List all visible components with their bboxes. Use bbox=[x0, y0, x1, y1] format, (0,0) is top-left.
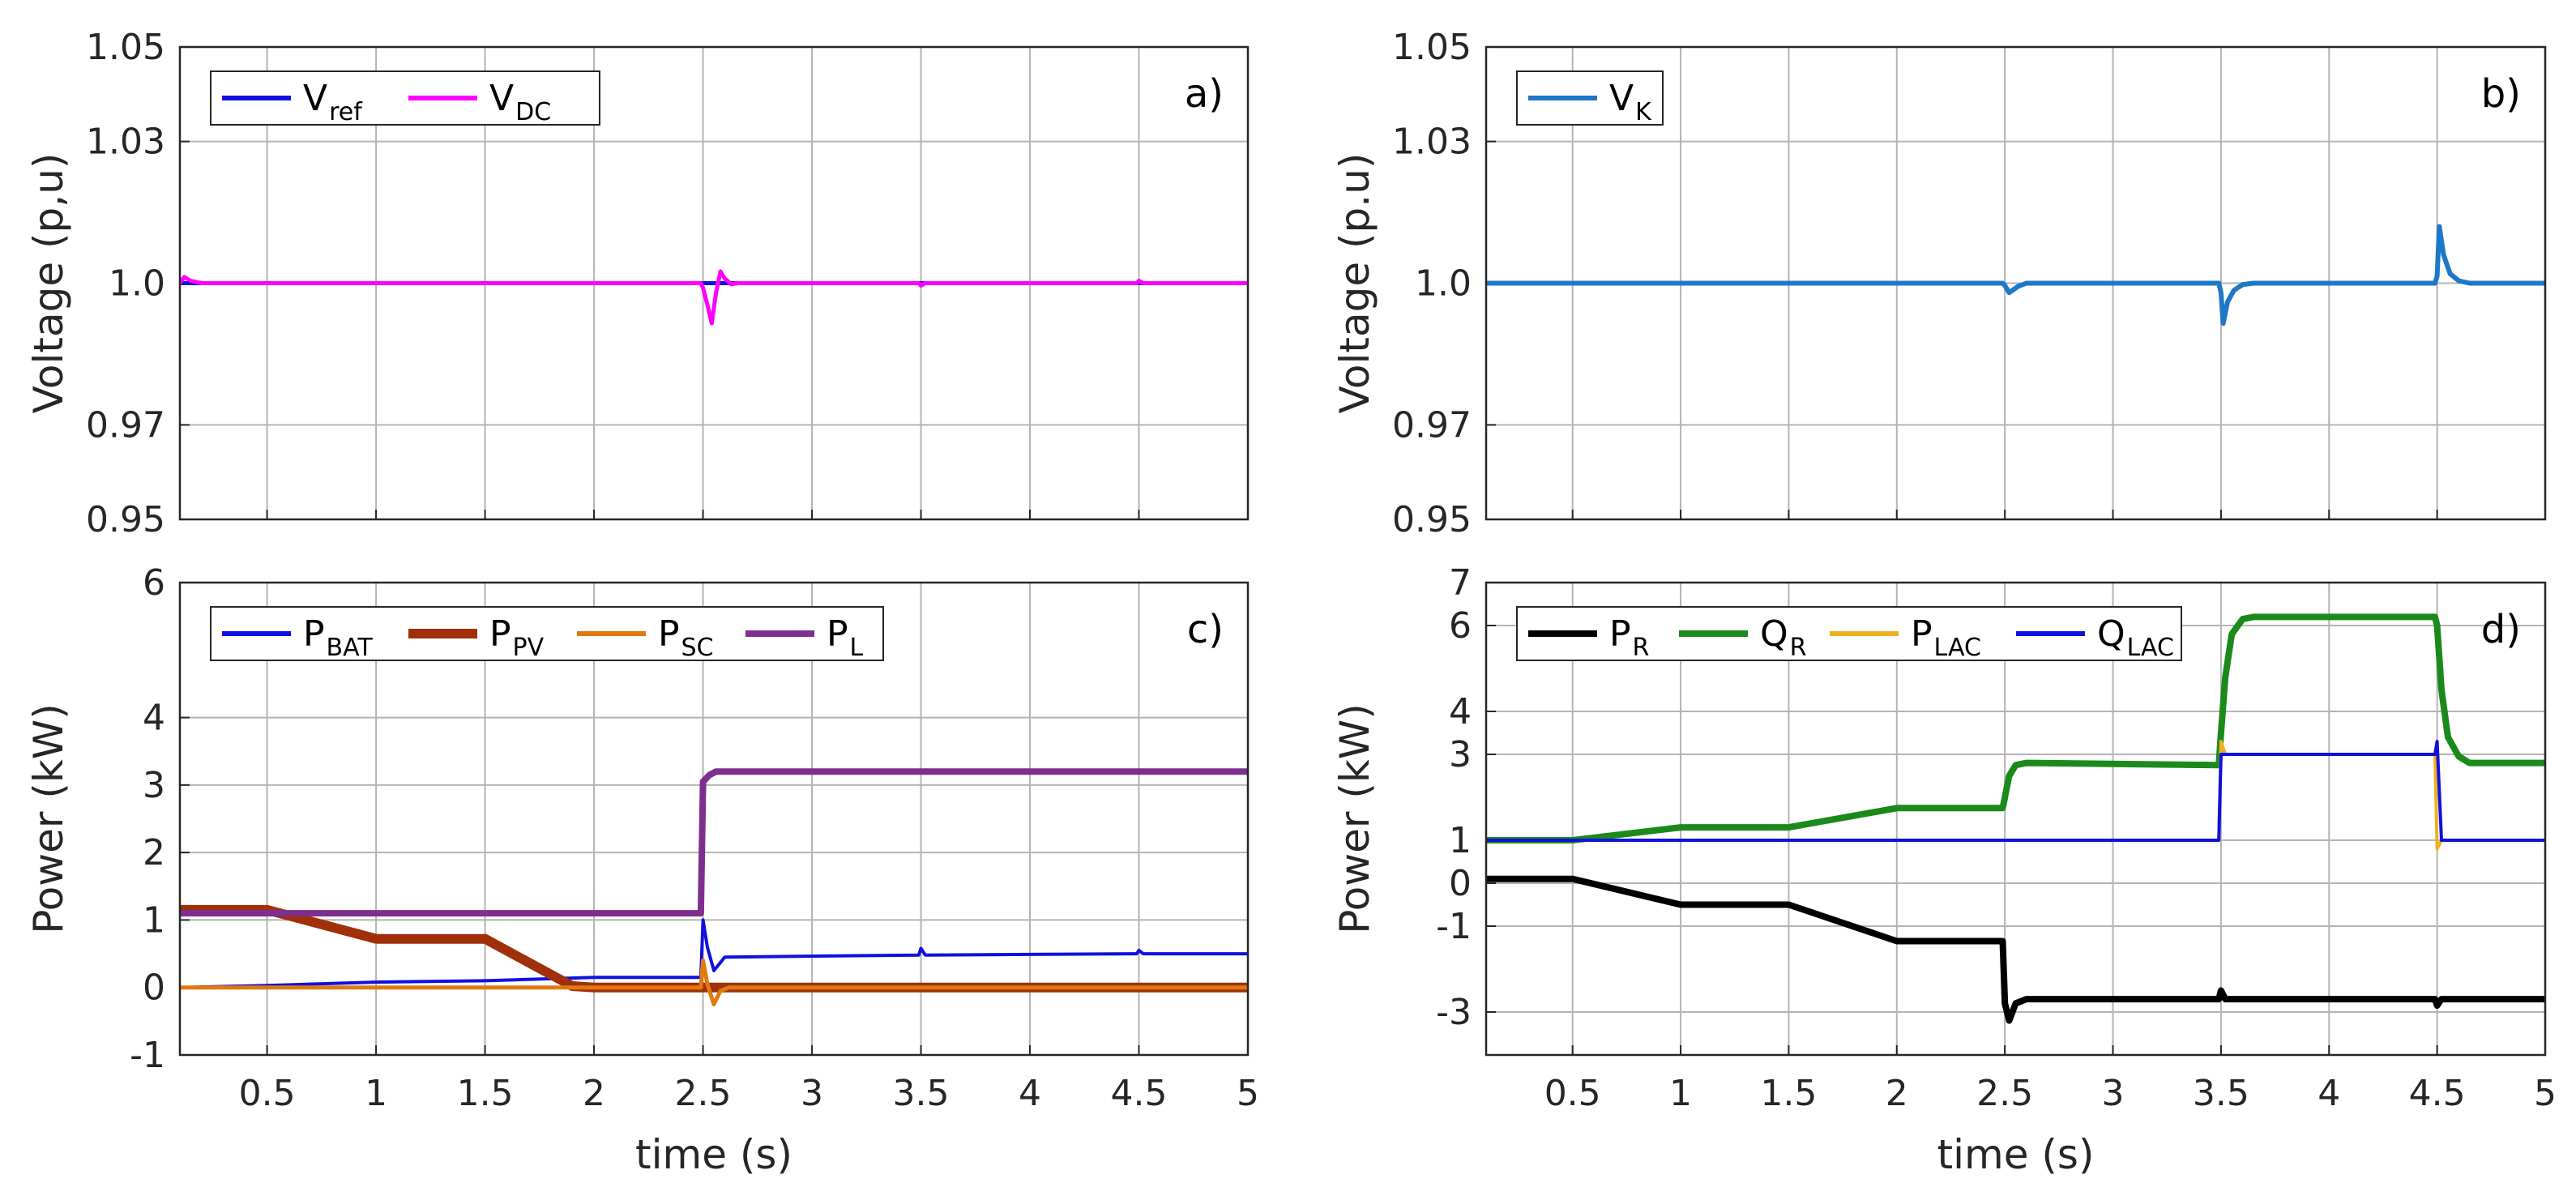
y-tick-label: 4 bbox=[1449, 691, 1472, 732]
y-tick-label: -1 bbox=[130, 1035, 165, 1076]
y-tick-label: 1.05 bbox=[86, 27, 165, 68]
axes-frame bbox=[1485, 45, 2547, 521]
x-tick-label: 5 bbox=[2534, 1073, 2557, 1114]
legend-entry: PPV bbox=[489, 613, 545, 662]
y-tick-label: 3 bbox=[143, 765, 165, 806]
y-tick-label: 0.95 bbox=[86, 499, 165, 540]
plot-area bbox=[1486, 583, 2545, 1055]
legend-entry: VDC bbox=[489, 78, 551, 126]
y-tick-label: 1 bbox=[1449, 820, 1472, 861]
series-line-q-r bbox=[1486, 613, 2545, 843]
x-tick-label: 3 bbox=[2102, 1073, 2125, 1114]
y-tick-label: -1 bbox=[1436, 906, 1472, 947]
y-axis-label: Voltage (p.u) bbox=[1331, 153, 1378, 414]
axes-frame bbox=[178, 581, 1250, 1057]
y-tick-label: 1.0 bbox=[109, 263, 165, 305]
legend-entry: PBAT bbox=[303, 613, 373, 662]
y-tick-label: 2 bbox=[143, 832, 165, 873]
legend: PBAT PPV PSC PL bbox=[210, 606, 884, 662]
series-line-q-lac bbox=[1486, 740, 2545, 842]
plot-area bbox=[180, 583, 1248, 1055]
x-tick-label: 4.5 bbox=[1111, 1073, 1168, 1114]
series-line-p-bat bbox=[180, 918, 1248, 989]
series-line-v-k bbox=[1486, 224, 2545, 327]
y-axis-label: Power (kW) bbox=[25, 703, 72, 933]
x-tick-label: 3 bbox=[801, 1073, 823, 1114]
x-tick-label: 1 bbox=[365, 1073, 387, 1114]
legend-entry: VK bbox=[1609, 78, 1652, 126]
x-axis-label: time (s) bbox=[1937, 1131, 2095, 1178]
y-tick-label: 4 bbox=[143, 698, 165, 739]
series-line-p-r bbox=[1486, 875, 2545, 1024]
x-tick-label: 5 bbox=[1237, 1073, 1259, 1114]
y-tick-label: 0.95 bbox=[1392, 499, 1472, 540]
y-tick-label: 6 bbox=[143, 562, 165, 604]
series-line-p-sc bbox=[180, 958, 1248, 1006]
x-tick-label: 1.5 bbox=[1760, 1073, 1817, 1114]
series-line-v-dc bbox=[180, 269, 1248, 326]
y-tick-label: 0 bbox=[1449, 863, 1472, 904]
panel-a: 0.95 0.97 1.0 1.03 1.05 Voltage (p,u) a) Vref VD… bbox=[25, 27, 1250, 540]
legend-entry: PR bbox=[1609, 613, 1649, 662]
x-tick-label: 2.5 bbox=[675, 1073, 732, 1114]
x-tick-label: 4 bbox=[2318, 1073, 2340, 1114]
legend: VK bbox=[1516, 70, 1664, 126]
y-axis-label: Voltage (p,u) bbox=[25, 153, 72, 414]
series-line-p-l bbox=[180, 768, 1248, 917]
legend: Vref VDC bbox=[210, 70, 600, 126]
x-tick-label: 4 bbox=[1019, 1073, 1041, 1114]
axes-frame bbox=[178, 45, 1250, 521]
legend-entry: Vref bbox=[303, 78, 363, 126]
x-tick-label: 1 bbox=[1669, 1073, 1692, 1114]
x-axis-label: time (s) bbox=[635, 1131, 792, 1178]
panel-c: -1 0 1 2 3 4 6 0.5 1 1.5 2 2.5 3 3.5 4 4.5 5 Power (kW) ti… bbox=[25, 562, 1259, 1178]
y-tick-label: -3 bbox=[1436, 992, 1472, 1033]
legend-entry: PLAC bbox=[1911, 613, 1981, 662]
panel-label: c) bbox=[1187, 607, 1224, 652]
y-tick-label: 0.97 bbox=[1392, 404, 1472, 446]
legend-entry: PL bbox=[827, 613, 864, 662]
y-tick-label: 0.97 bbox=[86, 404, 165, 446]
legend-entry: QR bbox=[1760, 613, 1807, 662]
panel-label: a) bbox=[1185, 71, 1224, 117]
panel-label: b) bbox=[2481, 71, 2521, 117]
x-tick-label: 0.5 bbox=[239, 1073, 296, 1114]
x-tick-label: 3.5 bbox=[2193, 1073, 2249, 1114]
x-tick-label: 3.5 bbox=[893, 1073, 950, 1114]
y-tick-label: 3 bbox=[1449, 734, 1472, 775]
panel-label: d) bbox=[2481, 607, 2521, 652]
x-tick-label: 0.5 bbox=[1544, 1073, 1601, 1114]
y-tick-label: 7 bbox=[1449, 562, 1472, 604]
y-tick-label: 1.03 bbox=[1392, 122, 1472, 163]
x-tick-label: 2 bbox=[1886, 1073, 1908, 1114]
y-tick-label: 1.03 bbox=[86, 122, 165, 163]
y-tick-label: 0 bbox=[143, 967, 165, 1009]
x-tick-label: 2.5 bbox=[1976, 1073, 2033, 1114]
x-tick-label: 2 bbox=[583, 1073, 605, 1114]
y-tick-label: 1 bbox=[143, 899, 165, 941]
legend: PR QR PLAC QLAC bbox=[1516, 606, 2182, 662]
y-tick-label: 1.0 bbox=[1415, 263, 1472, 305]
axes-frame bbox=[1485, 581, 2547, 1057]
legend-entry: QLAC bbox=[2097, 613, 2174, 662]
legend-entry: PSC bbox=[658, 613, 714, 662]
x-tick-label: 4.5 bbox=[2409, 1073, 2466, 1114]
x-tick-label: 1.5 bbox=[457, 1073, 514, 1114]
y-tick-label: 6 bbox=[1449, 605, 1472, 647]
panel-b: 0.95 0.97 1.0 1.03 1.05 Voltage (p.u) b) VK bbox=[1331, 27, 2547, 540]
y-axis-label: Power (kW) bbox=[1331, 703, 1378, 933]
y-tick-label: 1.05 bbox=[1392, 27, 1472, 68]
